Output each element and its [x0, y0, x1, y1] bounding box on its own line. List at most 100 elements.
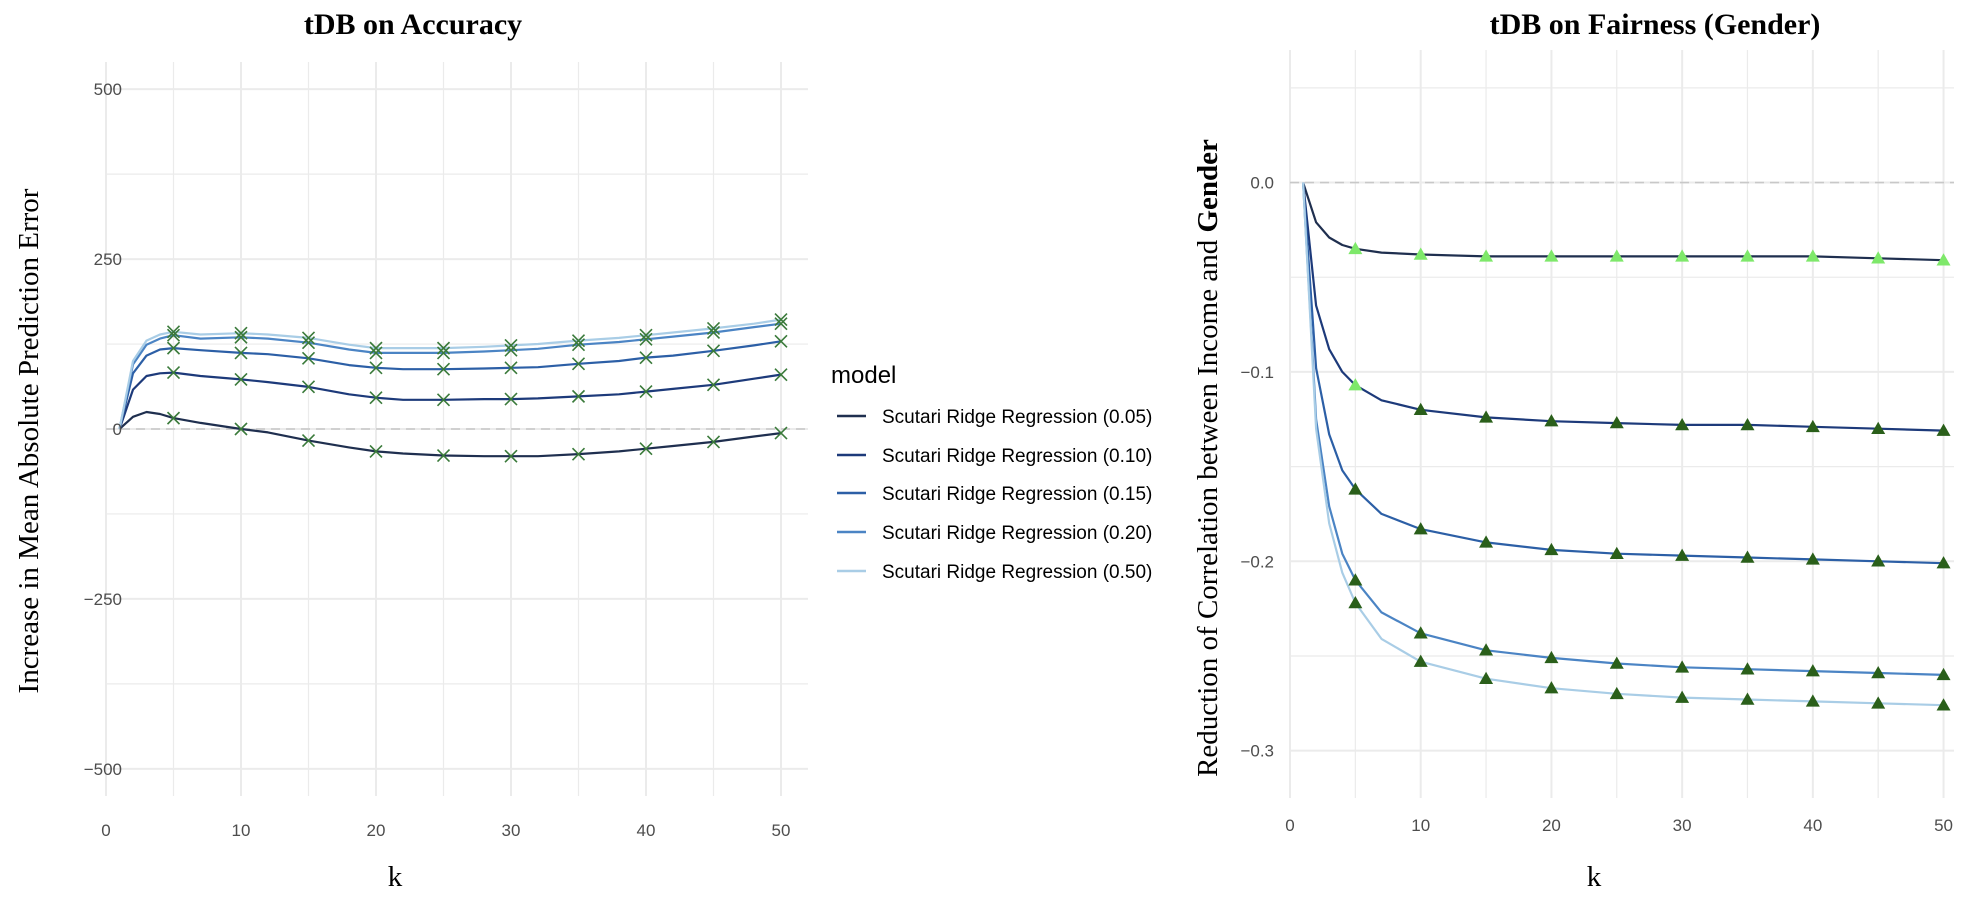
legend-label-3: Scutari Ridge Regression (0.20)	[882, 523, 1152, 544]
cross-marker	[234, 330, 248, 344]
x-tick-label: 30	[502, 821, 521, 840]
cross-marker	[436, 362, 451, 376]
cross-marker	[166, 328, 181, 342]
triangle-marker	[1479, 249, 1494, 262]
triangle-marker	[1740, 662, 1755, 675]
triangle-marker	[1544, 681, 1559, 694]
cross-marker	[774, 368, 788, 382]
cross-marker	[234, 422, 248, 436]
fairness-y-axis-title-bold: Gender	[1192, 139, 1224, 233]
accuracy-x-axis-title: k	[388, 861, 403, 893]
accuracy-tick-labels: 0 10 20 30 40 50 −500 −250 0 250 500	[84, 80, 791, 840]
cross-marker	[571, 338, 586, 352]
cross-marker	[504, 338, 518, 352]
cross-marker	[706, 325, 721, 340]
cross-marker	[706, 321, 721, 335]
cross-marker	[369, 361, 383, 375]
triangle-marker	[1479, 643, 1494, 656]
fairness-gridlines	[1289, 50, 1954, 798]
triangle-marker	[1740, 692, 1755, 705]
triangle-marker	[1871, 554, 1886, 567]
series-line-1	[118, 371, 782, 430]
legend: model Scutari Ridge Regression (0.05) Sc…	[831, 362, 1152, 583]
fairness-tick-labels: 0 10 20 30 40 50 0.0 −0.1 −0.2 −0.3	[1240, 174, 1953, 835]
triangle-marker	[1740, 249, 1755, 262]
x-tick-label: 0	[101, 821, 110, 840]
cross-marker	[504, 449, 518, 463]
accuracy-markers	[166, 313, 788, 463]
triangle-marker	[1544, 414, 1559, 427]
triangle-marker	[1348, 378, 1363, 391]
cross-marker	[166, 341, 181, 355]
cross-marker	[774, 317, 788, 331]
cross-marker	[774, 426, 788, 440]
x-tick-label: 10	[232, 821, 251, 840]
triangle-marker	[1805, 694, 1820, 707]
triangle-marker	[1413, 402, 1428, 416]
cross-marker	[301, 433, 316, 448]
fairness-y-axis-title-text: Reduction of Correlation between Income …	[1192, 233, 1224, 777]
triangle-marker	[1805, 664, 1820, 677]
triangle-marker	[1936, 698, 1951, 711]
cross-marker	[706, 378, 721, 392]
cross-marker	[706, 435, 721, 449]
series-line-0	[1302, 182, 1944, 262]
triangle-marker	[1871, 421, 1886, 434]
legend-title: model	[831, 362, 896, 389]
triangle-marker	[1413, 654, 1428, 667]
cross-marker	[436, 341, 451, 355]
accuracy-chart: 0 10 20 30 40 50 −500 −250 0 250 500 tDB on Accura…	[13, 8, 808, 893]
triangle-marker	[1740, 550, 1755, 563]
triangle-marker	[1413, 522, 1428, 535]
y-tick-label: −500	[84, 760, 122, 779]
triangle-marker	[1675, 660, 1690, 673]
series-line-3	[118, 322, 782, 430]
x-tick-label: 10	[1411, 816, 1430, 835]
cross-marker	[436, 346, 451, 360]
cross-marker	[706, 344, 721, 358]
triangle-marker	[1936, 253, 1951, 266]
x-tick-label: 40	[637, 821, 656, 840]
cross-marker	[571, 447, 586, 461]
cross-marker	[369, 346, 383, 360]
triangle-marker	[1871, 696, 1886, 709]
cross-marker	[571, 357, 586, 371]
cross-marker	[166, 366, 181, 380]
cross-marker	[504, 343, 518, 357]
series-line-1	[1302, 182, 1944, 432]
cross-marker	[301, 336, 316, 350]
triangle-marker	[1740, 417, 1755, 431]
x-tick-label: 40	[1803, 816, 1822, 835]
cross-marker	[571, 389, 586, 403]
triangle-marker	[1871, 251, 1886, 264]
cross-marker	[234, 326, 248, 340]
legend-item: Scutari Ridge Regression (0.10)	[837, 446, 1152, 467]
triangle-marker	[1675, 249, 1690, 262]
series-line-2	[118, 340, 782, 430]
y-tick-label: −0.3	[1240, 742, 1274, 761]
x-tick-label: 50	[772, 821, 791, 840]
cross-marker	[301, 331, 316, 345]
y-tick-label: 0	[113, 420, 122, 439]
cross-marker	[639, 332, 653, 346]
x-tick-label: 30	[1673, 816, 1692, 835]
triangle-marker	[1413, 247, 1428, 260]
legend-label-1: Scutari Ridge Regression (0.10)	[882, 446, 1152, 467]
accuracy-y-axis-title: Increase in Mean Absolute Prediction Err…	[13, 188, 45, 693]
cross-marker	[774, 313, 788, 327]
cross-marker	[234, 346, 248, 360]
triangle-marker	[1479, 410, 1494, 423]
triangle-marker	[1479, 535, 1494, 548]
x-tick-label: 20	[367, 821, 386, 840]
legend-item: Scutari Ridge Regression (0.05)	[837, 407, 1152, 428]
fairness-markers	[1348, 241, 1951, 711]
cross-marker	[301, 351, 316, 365]
fairness-y-axis-title: Reduction of Correlation between Income …	[1192, 139, 1224, 777]
cross-marker	[369, 444, 383, 458]
triangle-marker	[1609, 249, 1624, 262]
triangle-marker	[1609, 686, 1624, 700]
cross-marker	[504, 361, 518, 375]
cross-marker	[166, 325, 181, 339]
x-tick-label: 0	[1285, 816, 1294, 835]
